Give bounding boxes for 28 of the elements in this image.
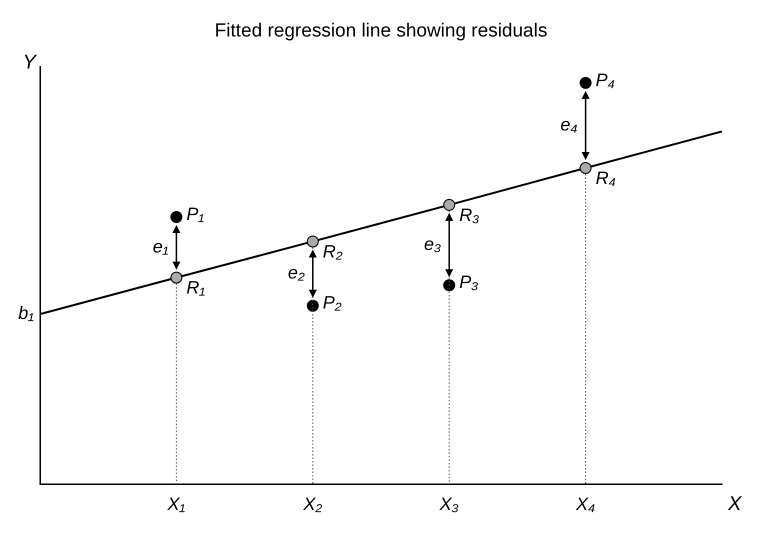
point xyxy=(443,198,456,211)
annotation: e₄ xyxy=(560,114,578,134)
annotation: P₂ xyxy=(322,292,342,313)
point xyxy=(170,210,182,223)
x-tick-label: X₄ xyxy=(574,494,596,514)
chart-title: Fitted regression line showing residuals xyxy=(214,20,548,42)
annotation: R₂ xyxy=(322,241,343,262)
text: b₁ xyxy=(18,303,34,324)
x-axis-title: X xyxy=(727,492,742,515)
annotation: e₂ xyxy=(288,262,305,283)
x-tick-label: X₂ xyxy=(302,494,322,514)
annotation: P₄ xyxy=(596,70,615,90)
x-tick-label: X₃ xyxy=(438,494,459,514)
annotation: R₄ xyxy=(596,168,616,188)
point xyxy=(170,272,182,284)
annotation: R₁ xyxy=(186,278,206,298)
annotation: e₁ xyxy=(152,236,169,256)
annotation: R₃ xyxy=(459,204,480,225)
point xyxy=(306,235,319,248)
x-tick-label: X₁ xyxy=(166,494,186,514)
y-axis-title: Y xyxy=(22,51,38,74)
point xyxy=(306,300,319,312)
annotation: P₃ xyxy=(459,272,478,292)
point xyxy=(580,76,592,89)
annotation: P₁ xyxy=(186,204,204,224)
point xyxy=(580,162,592,174)
point xyxy=(443,279,456,292)
annotation: e₃ xyxy=(424,234,442,254)
